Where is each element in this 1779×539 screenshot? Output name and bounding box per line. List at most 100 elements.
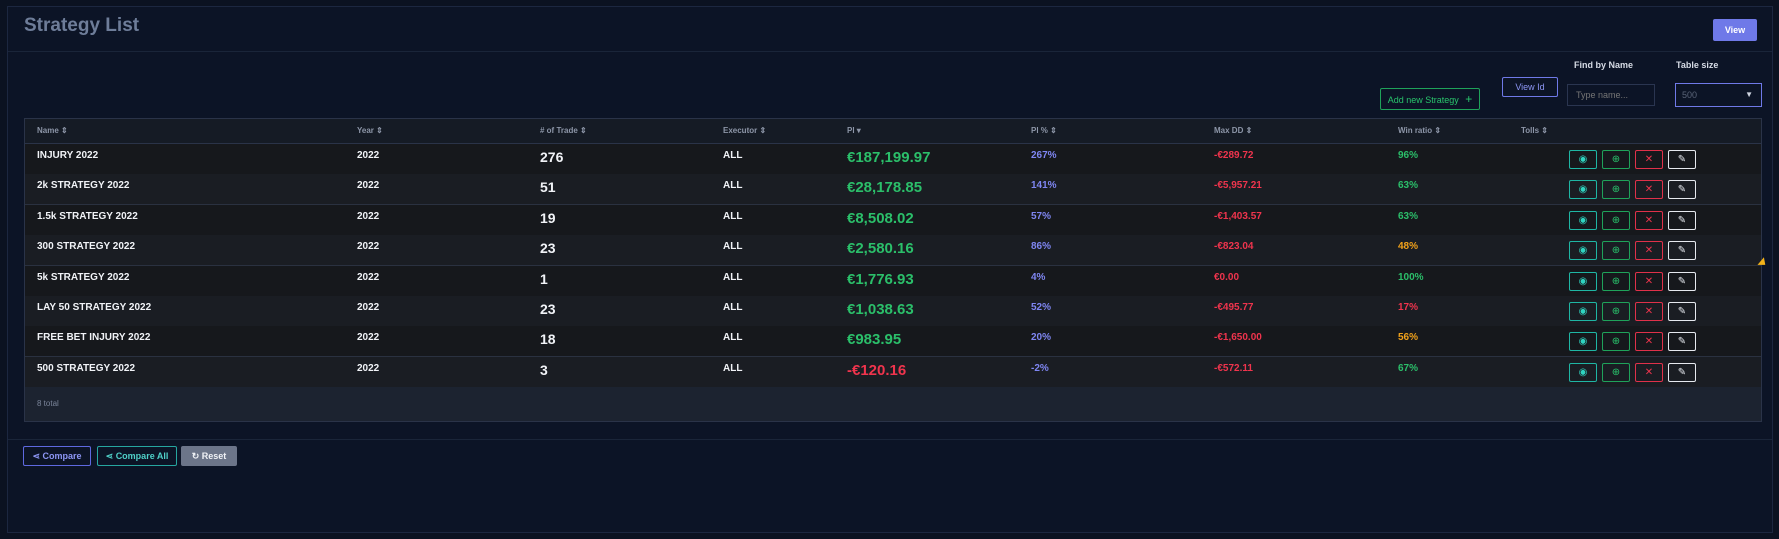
close-icon: ✕ — [1644, 154, 1654, 165]
view-strategy-button[interactable]: ◉ — [1569, 210, 1597, 230]
edit-button[interactable]: ✎ — [1668, 150, 1696, 169]
executor: ALL — [723, 302, 743, 313]
plus-icon: + — [1465, 92, 1473, 106]
view-strategy-button[interactable]: ◉ — [1569, 150, 1597, 169]
col-pl-pct[interactable]: Pl % ⇕ — [1031, 126, 1057, 135]
delete-button[interactable]: ✕ — [1635, 180, 1663, 200]
compare-label: Compare — [42, 451, 82, 461]
pl-percent: 267% — [1031, 150, 1057, 161]
col-max-dd[interactable]: Max DD ⇕ — [1214, 126, 1253, 135]
compare-all-label: Compare All — [115, 451, 169, 461]
col-name[interactable]: Name ⇕ — [37, 126, 68, 135]
trade-count: 1 — [540, 270, 548, 287]
view-strategy-button[interactable]: ◉ — [1569, 332, 1597, 352]
edit-button[interactable]: ✎ — [1668, 180, 1696, 200]
edit-button[interactable]: ✎ — [1668, 271, 1696, 291]
strategy-name: FREE BET INJURY 2022 — [37, 332, 151, 344]
view-strategy-button[interactable]: ◉ — [1569, 241, 1597, 261]
add-button[interactable]: ⊕ — [1602, 150, 1630, 169]
delete-button[interactable]: ✕ — [1635, 150, 1663, 169]
add-strategy-button[interactable]: Add new Strategy + — [1380, 88, 1480, 110]
executor: ALL — [723, 332, 743, 344]
pl-percent: 52% — [1031, 302, 1052, 313]
view-strategy-button[interactable]: ◉ — [1569, 180, 1597, 200]
add-button[interactable]: ⊕ — [1602, 302, 1630, 321]
find-by-name-label: Find by Name — [1574, 60, 1634, 70]
edit-button[interactable]: ✎ — [1668, 210, 1696, 230]
strategy-year: 2022 — [357, 332, 380, 344]
win-ratio: 63% — [1398, 180, 1419, 192]
edit-icon: ✎ — [1677, 214, 1687, 226]
edit-button[interactable]: ✎ — [1668, 302, 1696, 321]
col-executor[interactable]: Executor ⇕ — [723, 126, 767, 135]
share-icon: ⋖ — [105, 451, 114, 461]
find-by-name-input[interactable] — [1567, 84, 1655, 106]
delete-button[interactable]: ✕ — [1635, 302, 1663, 321]
pl-value: -€120.16 — [847, 361, 907, 379]
compare-button[interactable]: ⋖ Compare — [23, 446, 91, 466]
delete-button[interactable]: ✕ — [1635, 241, 1663, 261]
add-button[interactable]: ⊕ — [1602, 180, 1630, 200]
col-year[interactable]: Year ⇕ — [357, 126, 383, 135]
trade-count: 19 — [540, 209, 556, 226]
strategy-name: INJURY 2022 — [37, 150, 99, 161]
close-icon: ✕ — [1644, 336, 1654, 348]
view-strategy-button[interactable]: ◉ — [1569, 362, 1597, 382]
add-button[interactable]: ⊕ — [1602, 210, 1630, 230]
table-header: Name ⇕ Year ⇕ # of Trade ⇕ Executor ⇕ Pl… — [25, 119, 1761, 144]
close-icon: ✕ — [1644, 275, 1654, 287]
share-icon: ⋖ — [32, 451, 40, 461]
view-button[interactable]: View — [1713, 19, 1757, 41]
strategy-name: 2k STRATEGY 2022 — [37, 180, 130, 192]
strategy-year: 2022 — [357, 241, 380, 253]
add-button[interactable]: ⊕ — [1602, 271, 1630, 291]
header-divider — [8, 51, 1772, 52]
strategy-name: 5k STRATEGY 2022 — [37, 271, 130, 283]
executor: ALL — [723, 210, 743, 222]
max-drawdown: €0.00 — [1214, 271, 1240, 283]
col-win-ratio[interactable]: Win ratio ⇕ — [1398, 126, 1442, 135]
col-trades[interactable]: # of Trade ⇕ — [540, 126, 587, 135]
add-button[interactable]: ⊕ — [1602, 241, 1630, 261]
edit-button[interactable]: ✎ — [1668, 362, 1696, 382]
pl-value: €8,508.02 — [847, 209, 914, 227]
pl-value: €1,038.63 — [847, 301, 914, 318]
view-strategy-button[interactable]: ◉ — [1569, 302, 1597, 321]
eye-icon: ◉ — [1578, 214, 1588, 226]
close-icon: ✕ — [1644, 245, 1654, 257]
edit-button[interactable]: ✎ — [1668, 241, 1696, 261]
table-size-select[interactable]: 500 ▼ — [1675, 83, 1762, 107]
executor: ALL — [723, 241, 743, 253]
win-ratio: 17% — [1398, 302, 1419, 313]
col-pl[interactable]: Pl ▾ — [847, 126, 861, 135]
view-strategy-button[interactable]: ◉ — [1569, 271, 1597, 291]
edit-icon: ✎ — [1677, 336, 1687, 348]
eye-icon: ◉ — [1578, 336, 1588, 348]
add-button[interactable]: ⊕ — [1602, 362, 1630, 382]
win-ratio: 67% — [1398, 362, 1419, 374]
edit-button[interactable]: ✎ — [1668, 332, 1696, 352]
strategy-year: 2022 — [357, 302, 380, 313]
plus-circle-icon: ⊕ — [1611, 366, 1621, 378]
delete-button[interactable]: ✕ — [1635, 210, 1663, 230]
win-ratio: 100% — [1398, 271, 1424, 283]
win-ratio: 96% — [1398, 150, 1419, 161]
delete-button[interactable]: ✕ — [1635, 362, 1663, 382]
win-ratio: 56% — [1398, 332, 1419, 344]
strategy-name: 300 STRATEGY 2022 — [37, 241, 136, 253]
edit-icon: ✎ — [1677, 245, 1687, 257]
reset-button[interactable]: ↻ Reset — [181, 446, 237, 466]
delete-button[interactable]: ✕ — [1635, 271, 1663, 291]
add-strategy-label: Add new Strategy — [1387, 95, 1459, 105]
max-drawdown: -€572.11 — [1214, 362, 1253, 374]
eye-icon: ◉ — [1578, 306, 1588, 317]
compare-all-button[interactable]: ⋖ Compare All — [97, 446, 177, 466]
chevron-down-icon: ▼ — [1745, 90, 1753, 99]
add-button[interactable]: ⊕ — [1602, 332, 1630, 352]
close-icon: ✕ — [1644, 184, 1654, 196]
view-id-button[interactable]: View Id — [1502, 77, 1558, 97]
pl-percent: 141% — [1031, 180, 1057, 192]
col-tolls[interactable]: Tolls ⇕ — [1521, 126, 1549, 135]
pl-value: €187,199.97 — [847, 149, 931, 166]
delete-button[interactable]: ✕ — [1635, 332, 1663, 352]
